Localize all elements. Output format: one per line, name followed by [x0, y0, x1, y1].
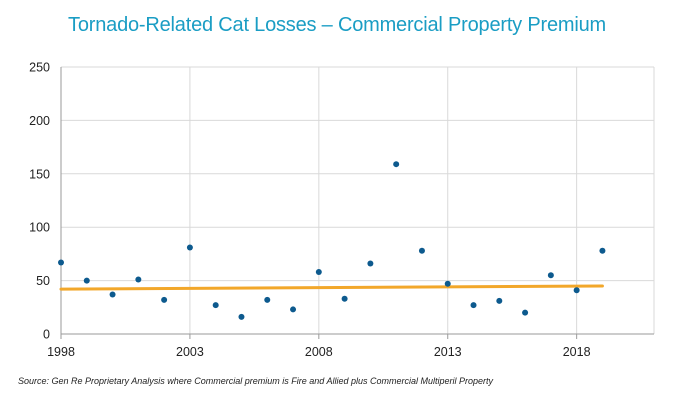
data-point	[83, 277, 90, 284]
axes	[60, 67, 654, 339]
x-tick-label: 1998	[47, 345, 75, 359]
data-point	[238, 313, 245, 320]
data-point	[135, 276, 142, 283]
data-point	[367, 260, 374, 267]
data-point	[573, 287, 580, 294]
data-point	[315, 269, 322, 276]
data-point	[496, 297, 503, 304]
x-tick-label: 2003	[176, 345, 204, 359]
trend-line	[59, 284, 604, 291]
y-tick-label: 200	[29, 114, 50, 128]
x-tick-label: 2013	[434, 345, 462, 359]
source-note: Source: Gen Re Proprietary Analysis wher…	[18, 376, 493, 386]
y-tick-label: 50	[36, 274, 50, 288]
data-point	[393, 161, 400, 168]
chart-title: Tornado-Related Cat Losses – Commercial …	[68, 14, 606, 36]
data-point	[186, 244, 193, 251]
data-point	[58, 259, 64, 266]
data-point	[547, 272, 554, 279]
data-point	[341, 295, 348, 302]
y-tick-label: 250	[29, 61, 50, 75]
data-point	[599, 247, 606, 254]
data-point	[290, 306, 297, 313]
x-tick-label: 2018	[563, 345, 591, 359]
y-tick-label: 0	[43, 328, 50, 342]
data-point	[264, 296, 271, 303]
data-point	[418, 247, 425, 254]
x-tick-label: 2008	[305, 345, 333, 359]
gridlines	[61, 66, 655, 334]
y-axis-ticks: 0 50 100 150 200 250	[29, 61, 50, 342]
data-point	[470, 302, 477, 309]
data-point	[444, 280, 451, 287]
data-points	[58, 161, 606, 320]
x-axis-ticks: 1998 2003 2008 2013 2018	[47, 345, 591, 359]
data-point	[109, 291, 116, 298]
data-point	[161, 296, 168, 303]
data-point	[212, 302, 219, 309]
y-tick-label: 100	[29, 221, 50, 235]
data-point	[522, 309, 529, 316]
y-tick-label: 150	[29, 167, 50, 181]
trend-line-group	[59, 284, 604, 291]
